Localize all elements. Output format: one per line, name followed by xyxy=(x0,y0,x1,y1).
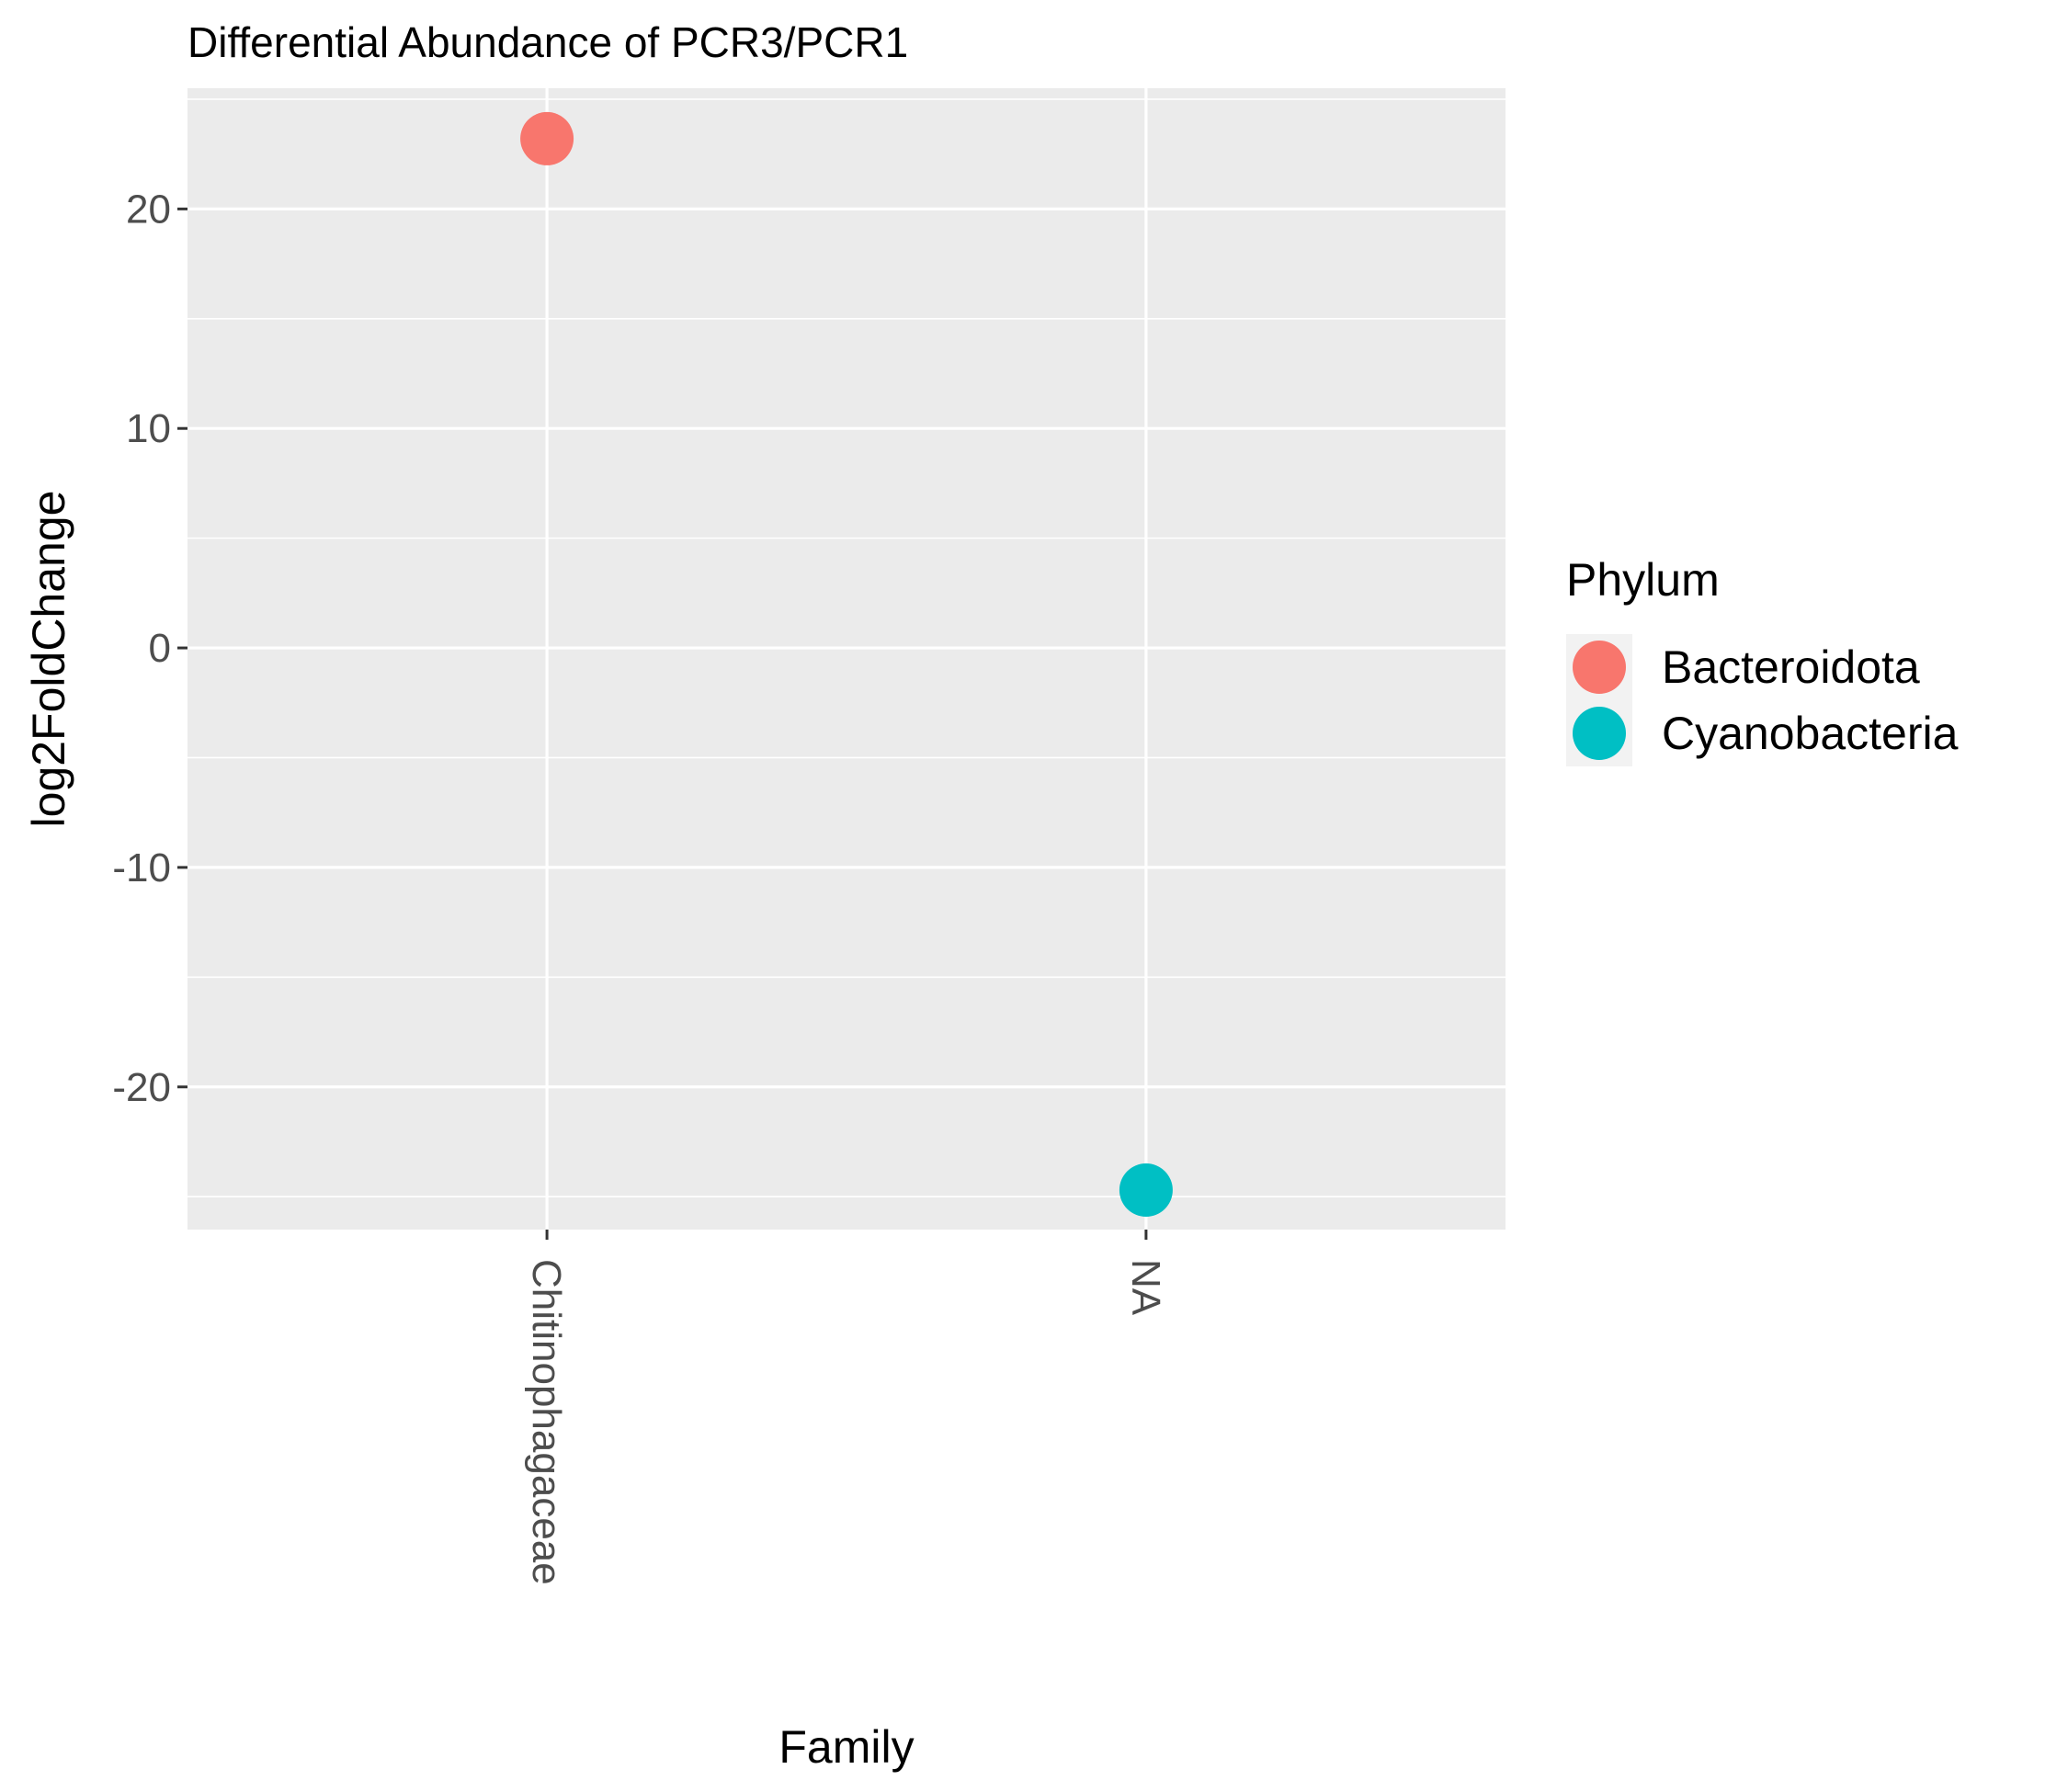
y-tick-label: 20 xyxy=(126,187,171,232)
x-tick-label: NA xyxy=(1123,1259,1168,1316)
data-point xyxy=(1119,1163,1173,1218)
y-tick-label: 10 xyxy=(126,406,171,451)
grid-minor xyxy=(187,98,1506,1197)
data-points xyxy=(520,111,1173,1218)
legend-title: Phylum xyxy=(1566,554,1720,606)
legend-label: Bacteroidota xyxy=(1662,641,1920,693)
x-axis: Chitinophagaceae NA xyxy=(524,1230,1168,1585)
legend-dot xyxy=(1573,707,1626,760)
chart-title: Differential Abundance of PCR3/PCR1 xyxy=(187,18,908,66)
legend-dot xyxy=(1573,641,1626,694)
y-tick-label: -10 xyxy=(112,845,171,890)
grid-major xyxy=(187,88,1506,1230)
legend: Phylum Bacteroidota Cyanobacteria xyxy=(1566,554,1959,766)
x-axis-label: Family xyxy=(778,1721,914,1773)
legend-label: Cyanobacteria xyxy=(1662,708,1959,759)
y-tick-label: 0 xyxy=(149,626,171,671)
x-tick-label: Chitinophagaceae xyxy=(524,1259,569,1585)
legend-items: Bacteroidota Cyanobacteria xyxy=(1566,634,1959,766)
y-axis: 20 10 0 -10 -20 xyxy=(112,187,187,1110)
data-point xyxy=(520,111,574,165)
y-tick-label: -20 xyxy=(112,1065,171,1110)
y-axis-label: log2FoldChange xyxy=(23,491,74,828)
plot-panel xyxy=(187,88,1506,1230)
